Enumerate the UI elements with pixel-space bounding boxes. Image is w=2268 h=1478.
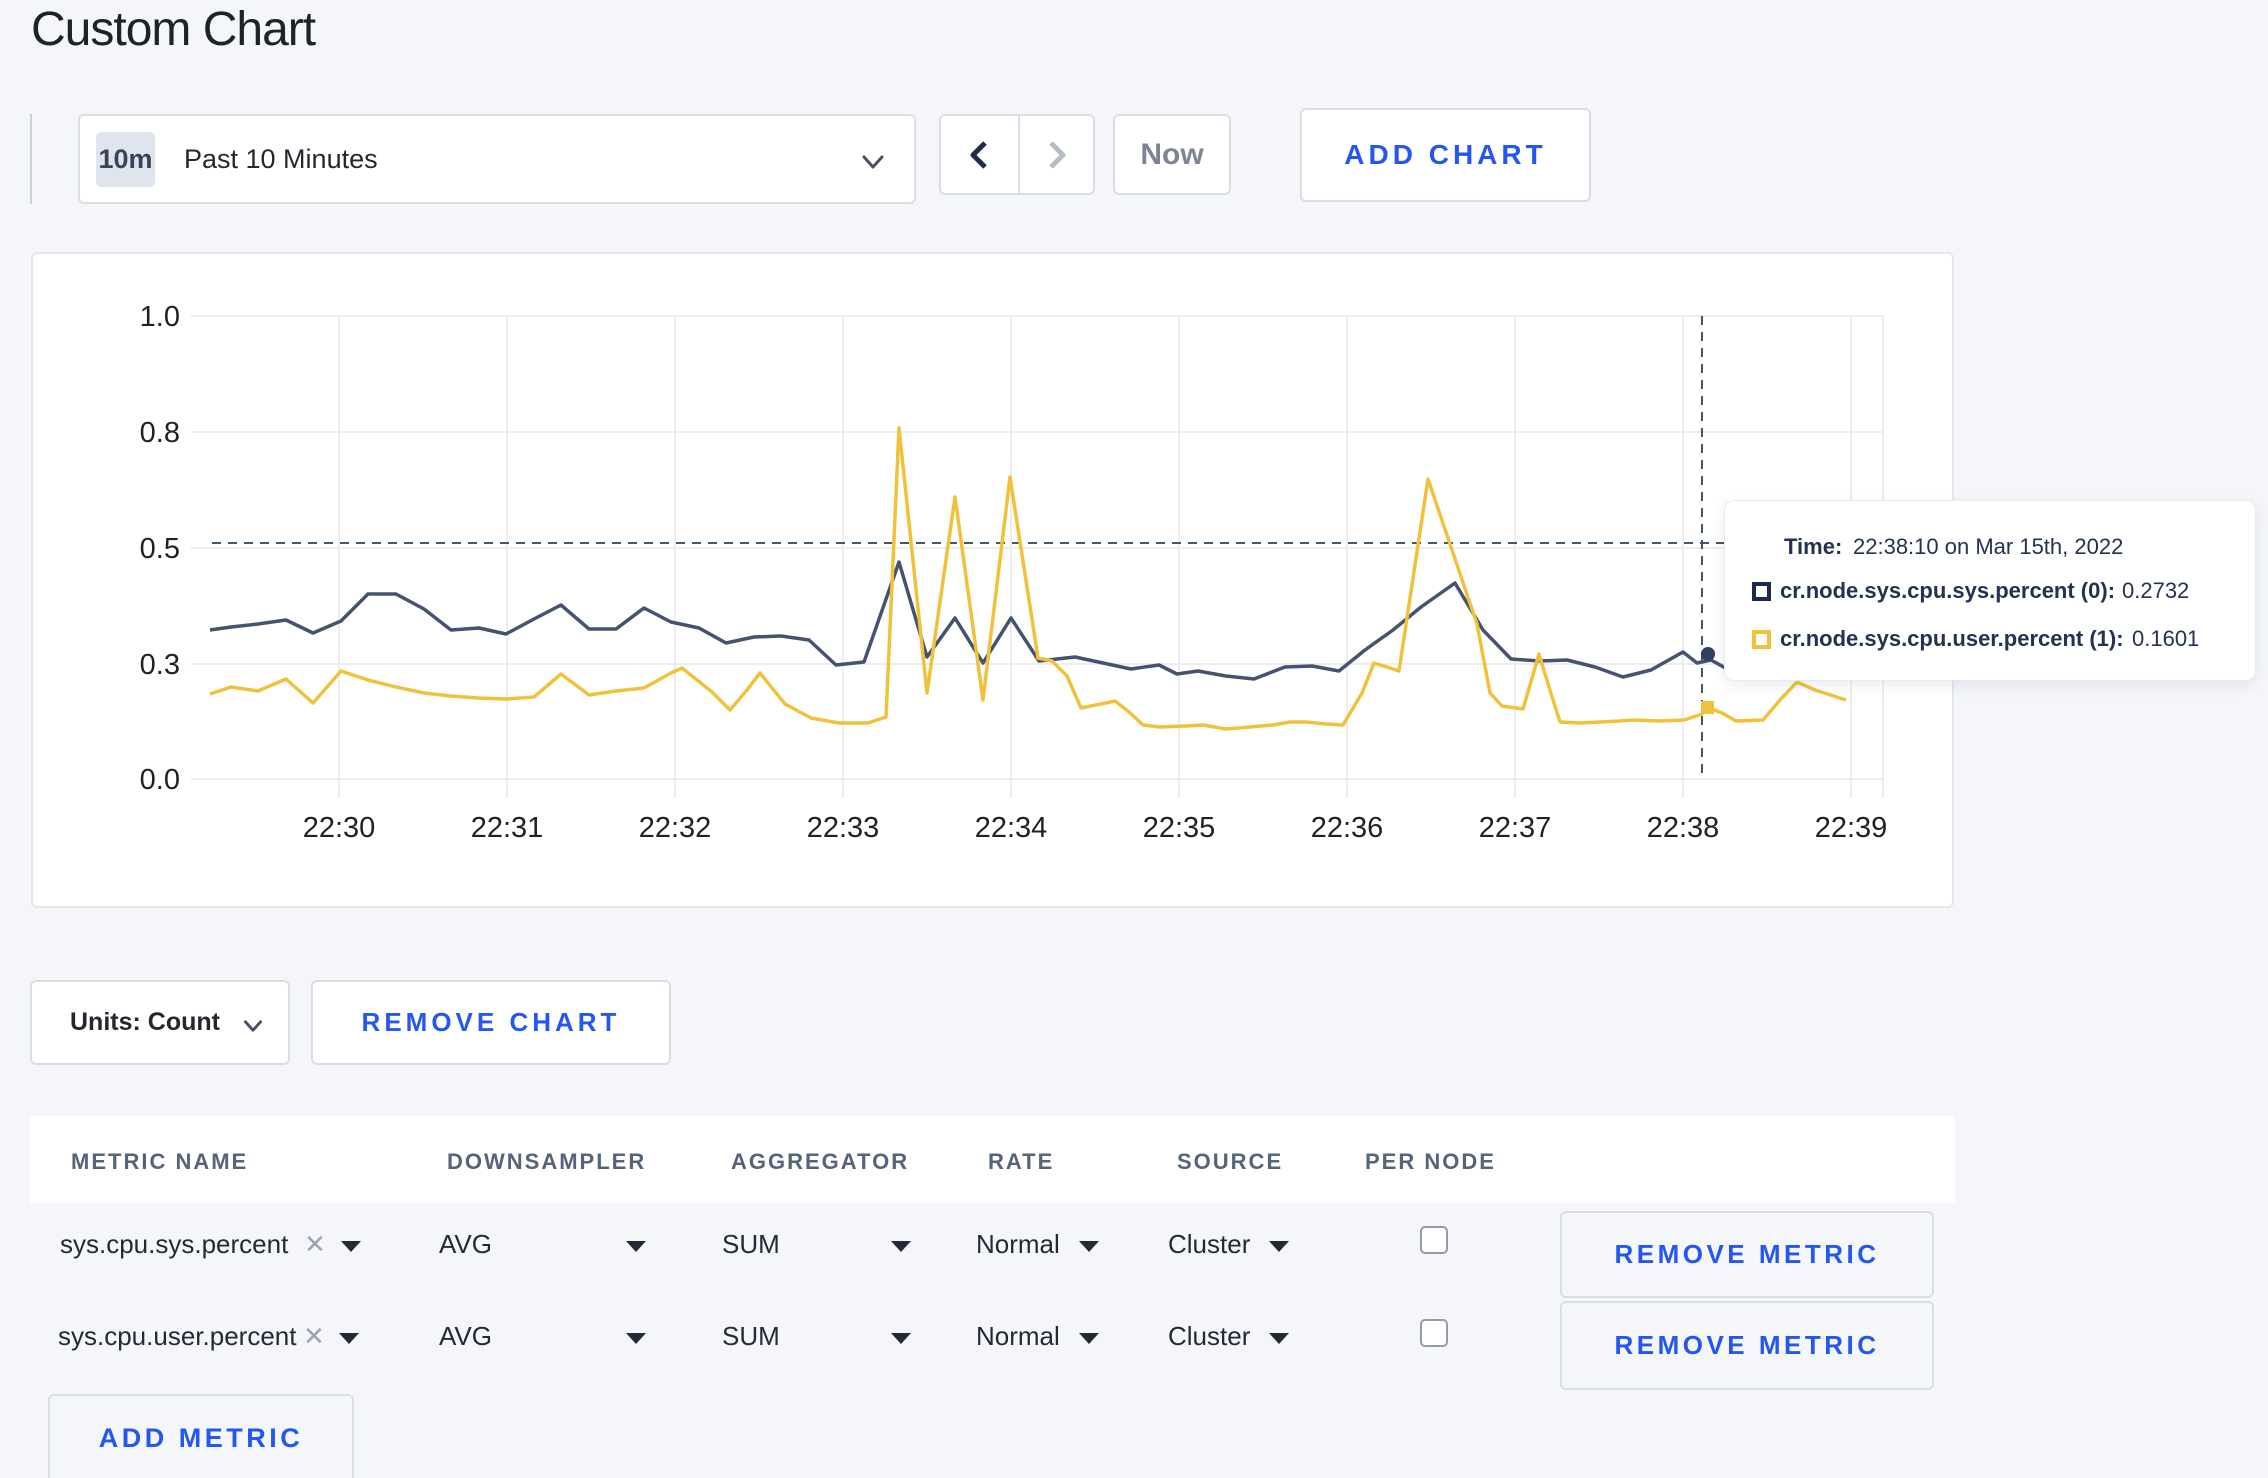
svg-text:0.0: 0.0: [140, 764, 180, 796]
svg-text:22:33: 22:33: [807, 812, 880, 844]
svg-text:22:31: 22:31: [471, 812, 544, 844]
svg-text:22:38: 22:38: [1647, 812, 1720, 844]
svg-text:1.0: 1.0: [140, 301, 180, 333]
svg-text:22:35: 22:35: [1143, 812, 1216, 844]
svg-text:22:32: 22:32: [639, 812, 712, 844]
svg-text:22:39: 22:39: [1815, 812, 1888, 844]
svg-text:22:36: 22:36: [1311, 812, 1384, 844]
svg-text:0.3: 0.3: [140, 649, 180, 681]
svg-text:0.8: 0.8: [140, 417, 180, 449]
svg-text:22:37: 22:37: [1479, 812, 1552, 844]
svg-text:22:30: 22:30: [303, 812, 376, 844]
svg-text:22:34: 22:34: [975, 812, 1048, 844]
svg-text:0.5: 0.5: [140, 533, 180, 565]
